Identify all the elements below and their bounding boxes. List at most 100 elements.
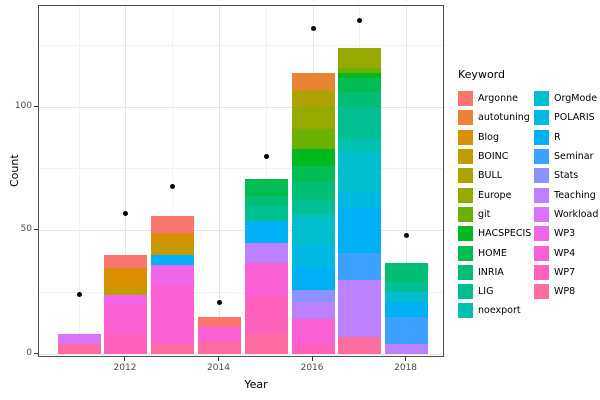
legend-item-LIG: LIG	[458, 282, 534, 301]
bar-segment-2016-Teaching	[291, 302, 335, 320]
bar-segment-2017-Europe	[338, 47, 382, 68]
legend-item-Europe: Europe	[458, 185, 534, 204]
legend-label: noexport	[478, 305, 521, 317]
bar-segment-2012-BOINC	[104, 287, 148, 295]
legend-item-Teaching: Teaching	[534, 185, 598, 204]
gridline-x-minor	[172, 6, 174, 356]
bar-segment-2016-HACSPECIS	[291, 149, 335, 167]
y-tick	[34, 352, 38, 354]
point-2011	[76, 292, 82, 298]
y-tick	[34, 229, 38, 231]
bar-segment-2012-WP7	[104, 334, 148, 354]
bar-segment-2016-Stats	[291, 289, 335, 303]
bar-segment-2013-Argonne	[151, 215, 195, 234]
point-2012	[123, 210, 129, 216]
x-axis-title: Year	[244, 378, 268, 391]
x-tick	[311, 357, 313, 361]
legend: Keyword Argonne autotuning Blog BOINC BULL Eu…	[458, 68, 598, 321]
bar-segment-2016-git	[291, 129, 335, 150]
bar-segment-2017-LIG	[338, 107, 382, 140]
legend-label: Argonne	[478, 93, 518, 105]
legend-label: WP3	[554, 228, 576, 240]
bar-segment-2016-INRIA	[291, 181, 335, 199]
bar-segment-2015-LIG	[244, 205, 288, 221]
bar-segment-2014-WP8	[198, 341, 241, 354]
legend-item-WP8: WP8	[534, 282, 598, 301]
x-tick	[218, 357, 219, 361]
bar-segment-2017-noexport	[338, 139, 382, 152]
point-2014	[217, 299, 222, 305]
legend-item-Stats: Stats	[534, 166, 598, 185]
legend-label: Blog	[478, 131, 499, 143]
legend-swatch-Workload	[534, 206, 549, 222]
legend-item-HOME: HOME	[458, 243, 534, 262]
legend-swatch-WP4	[534, 245, 549, 261]
legend-label: Teaching	[554, 189, 596, 201]
bar-segment-2016-OrgMode	[291, 218, 335, 246]
bar-segment-2017-POLARIS	[338, 191, 382, 209]
plot-panel	[38, 5, 444, 357]
legend-swatch-LIG	[458, 284, 473, 300]
bar-segment-2012-WP4	[104, 304, 148, 335]
x-tick	[124, 357, 126, 361]
bar-segment-2011-Workload	[57, 334, 101, 345]
legend-label: BULL	[478, 170, 503, 182]
gridline-y-minor	[39, 291, 443, 293]
legend-swatch-autotuning	[458, 110, 473, 126]
legend-swatch-INRIA	[458, 264, 473, 280]
gridline-y-major	[39, 106, 443, 108]
bar-segment-2016-autotuning	[291, 72, 335, 90]
point-2017	[357, 18, 363, 24]
legend-item-R: R	[534, 128, 598, 147]
legend-item-WP3: WP3	[534, 224, 598, 243]
gridline-x-major	[406, 6, 408, 356]
bar-segment-2018-INRIA	[385, 262, 429, 283]
legend-item-WP7: WP7	[534, 263, 598, 282]
gridline-y-minor	[39, 168, 443, 170]
legend-label: autotuning	[478, 112, 530, 124]
bar-segment-2016-WP4	[291, 319, 335, 345]
bar-segment-2013-WP4	[151, 284, 195, 345]
legend-swatch-Seminar	[534, 149, 549, 165]
bar-segment-2018-LIG	[385, 282, 429, 293]
legend-label: Europe	[478, 189, 512, 201]
legend-swatch-HACSPECIS	[458, 226, 473, 242]
legend-item-OrgMode: OrgMode	[534, 89, 598, 108]
point-2015	[263, 154, 269, 160]
bar-segment-2018-R	[385, 302, 429, 317]
legend-label: HACSPECIS	[478, 228, 532, 240]
legend-swatch-Argonne	[458, 91, 473, 107]
legend-label: git	[478, 208, 491, 220]
gridline-x-minor	[78, 6, 80, 356]
legend-item-git: git	[458, 205, 534, 224]
bar-segment-2017-Teaching	[338, 279, 382, 337]
bar-segment-2016-Europe	[291, 107, 335, 130]
point-2018	[404, 233, 410, 239]
bar-segment-2017-git	[338, 67, 382, 73]
bar-segment-2015-HOME	[244, 178, 288, 197]
bar-segment-2015-R	[244, 220, 288, 243]
legend-swatch-WP7	[534, 264, 549, 280]
bar-segment-2016-R	[291, 267, 335, 290]
bar-segment-2017-WP8	[338, 336, 382, 354]
legend-swatch-BULL	[458, 168, 473, 184]
bar-segment-2015-WP8	[244, 334, 288, 354]
legend-swatch-WP8	[534, 284, 549, 300]
legend-swatch-Teaching	[534, 187, 549, 203]
x-tick-label: 2014	[207, 363, 230, 373]
legend-swatch-Europe	[458, 187, 473, 203]
legend-item-WP4: WP4	[534, 243, 598, 262]
bar-segment-2013-WP3	[151, 265, 195, 285]
legend-swatch-Blog	[458, 129, 473, 145]
bar-segment-2017-HOME	[338, 77, 382, 93]
legend-label: WP4	[554, 247, 576, 259]
legend-item-BOINC: BOINC	[458, 147, 534, 166]
legend-label: HOME	[478, 247, 507, 259]
bar-segment-2016-LIG	[291, 198, 335, 214]
legend-swatch-Stats	[534, 168, 549, 184]
legend-item-noexport: noexport	[458, 301, 534, 320]
legend-label: R	[554, 131, 561, 143]
x-tick-label: 2018	[394, 363, 418, 373]
bar-segment-2012-Blog	[104, 267, 148, 288]
